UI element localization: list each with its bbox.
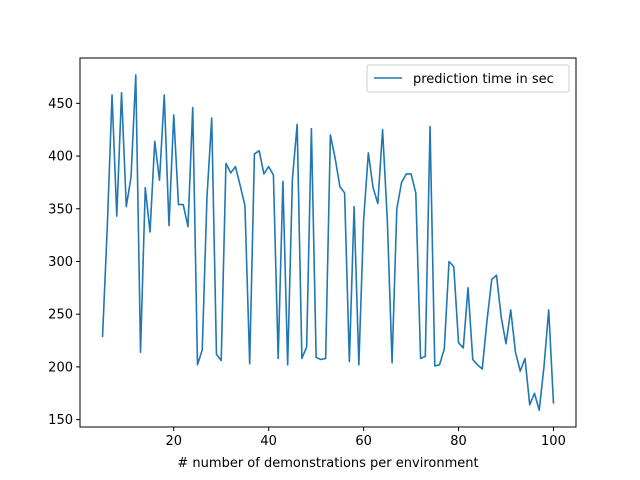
- y-axis: 150 200 250 300 350 400 450: [48, 97, 80, 428]
- plot-frame: [79, 57, 577, 428]
- x-axis-label: # number of demonstrations per environme…: [177, 456, 478, 471]
- legend: prediction time in sec: [366, 64, 570, 93]
- x-axis: 20 40 60 80 100: [165, 427, 566, 449]
- x-tick-label: 60: [355, 434, 372, 449]
- x-tick-label: 100: [541, 434, 566, 449]
- series-line-prediction-time: [101, 74, 555, 411]
- y-tick-label: 450: [48, 97, 73, 112]
- x-tick-label: 20: [165, 434, 182, 449]
- x-tick-label: 80: [450, 434, 467, 449]
- y-tick-label: 250: [48, 308, 73, 323]
- y-tick-label: 350: [48, 202, 73, 217]
- legend-box: [366, 64, 570, 93]
- y-tick-label: 200: [48, 360, 73, 375]
- x-tick-label: 40: [260, 434, 277, 449]
- y-tick-label: 300: [48, 255, 73, 270]
- y-tick-label: 400: [48, 150, 73, 165]
- legend-entry-prediction-time: prediction time in sec: [413, 72, 554, 87]
- plot-area: [79, 57, 577, 428]
- y-tick-label: 150: [48, 413, 73, 428]
